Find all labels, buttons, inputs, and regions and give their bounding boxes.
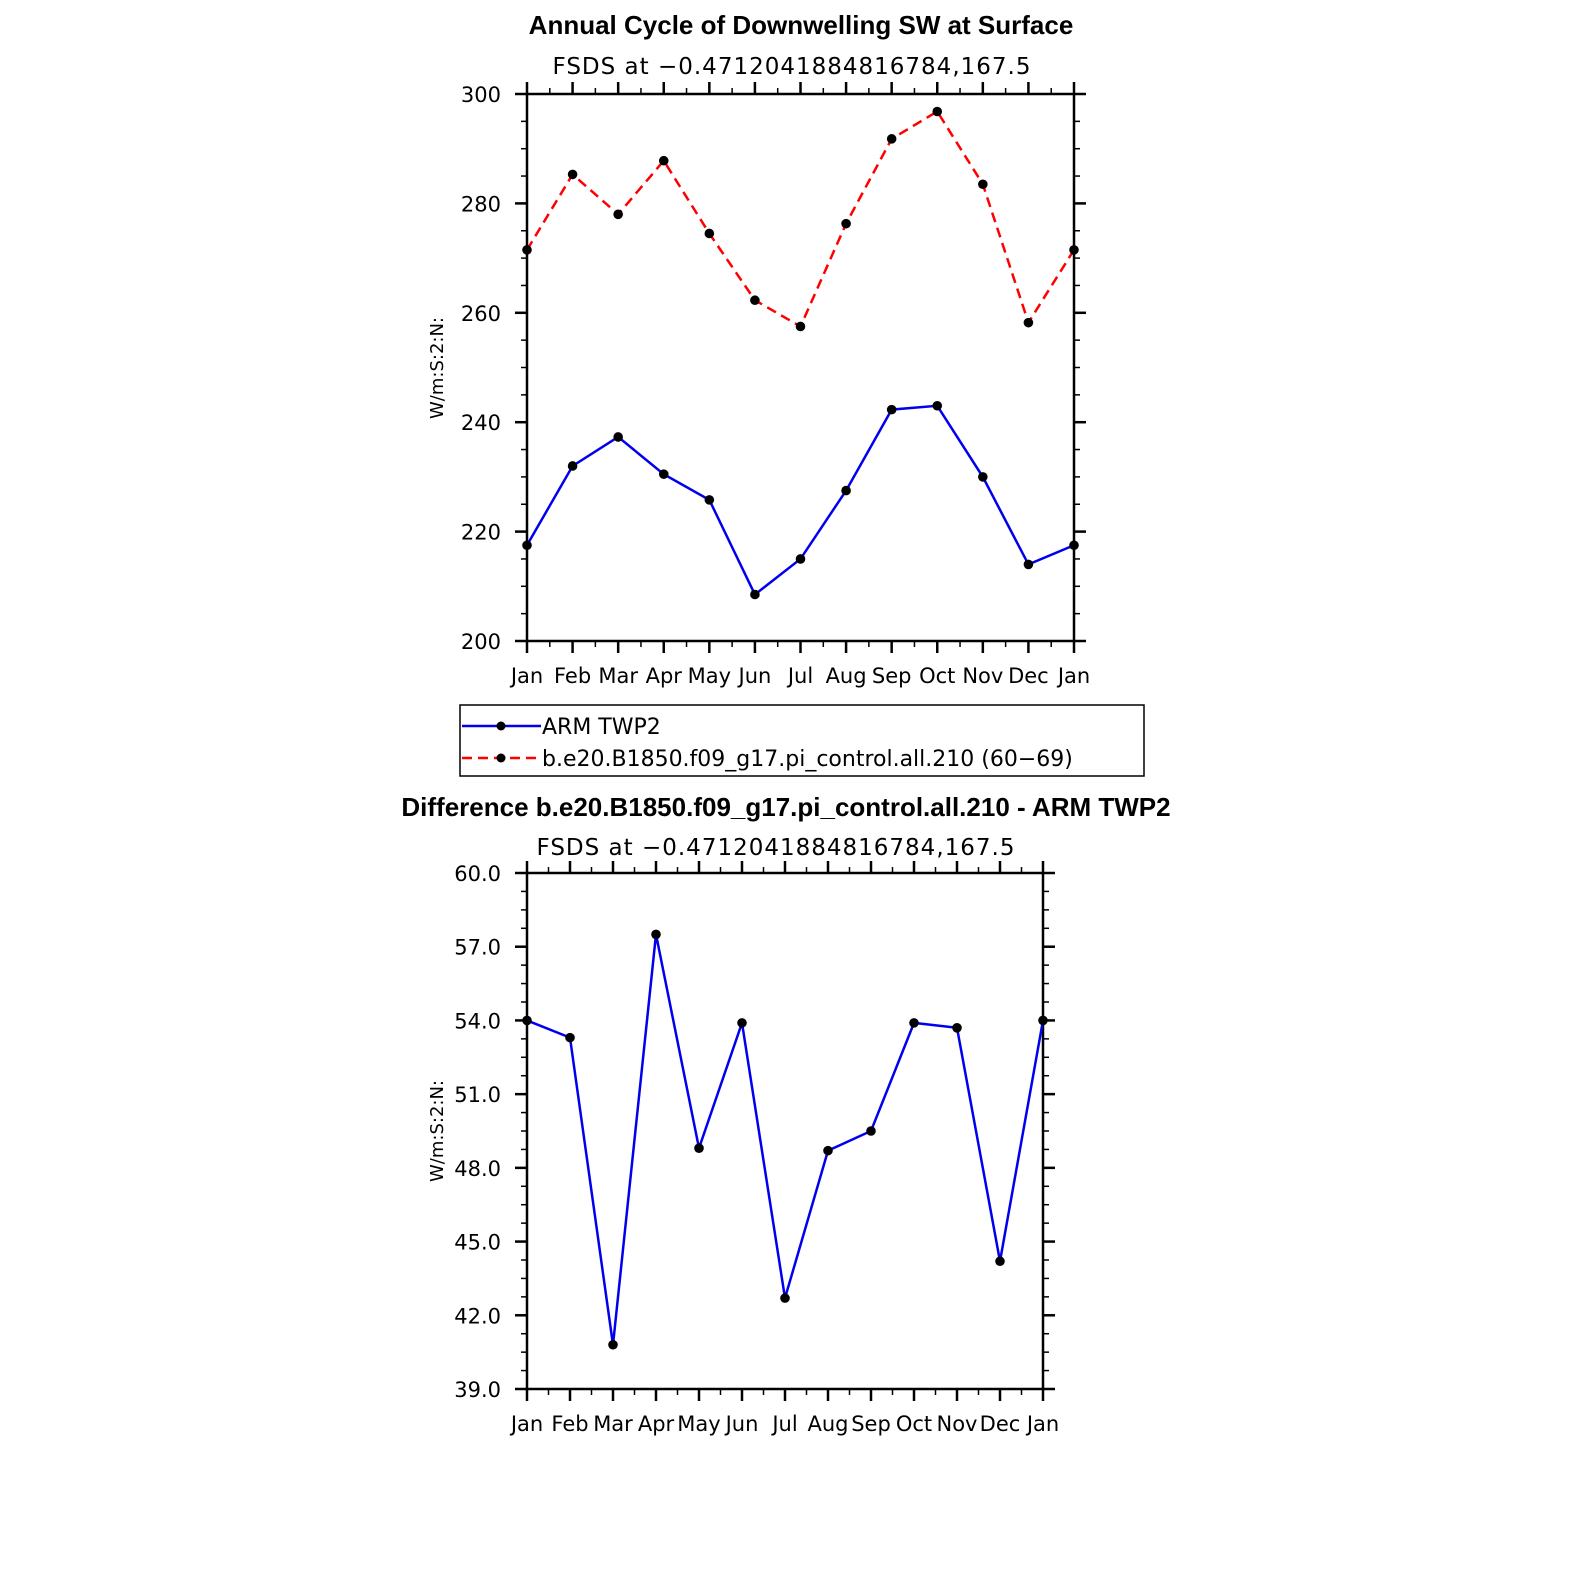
chart2-y-axis-label: W/m:S:2:N: (427, 1080, 448, 1182)
chart2-series-0-point (737, 1018, 747, 1028)
chart1-series-0-point (841, 485, 851, 496)
chart1-x-tick-label: Jun (737, 664, 772, 688)
chart1-series-0-point (978, 472, 988, 482)
chart1-series-1-point (886, 134, 897, 144)
chart2-x-tick-label: Mar (593, 1412, 633, 1436)
chart2-series-0-point (522, 1015, 532, 1026)
chart2-title: Difference b.e20.B1850.f09_g17.pi_contro… (401, 792, 1170, 822)
chart2-y-tick-label: 57.0 (454, 936, 501, 960)
chart2-series-0-point (995, 1256, 1005, 1267)
chart2-x-tick-label: Oct (896, 1412, 932, 1436)
chart1-series-1-point (932, 106, 943, 117)
annual-cycle-chart: Annual Cycle of Downwelling SW at Surfac… (427, 10, 1090, 688)
chart1-y-tick-label: 260 (461, 302, 501, 326)
chart2-subtitle: FSDS at −0.4712041884816784,167.5 (537, 835, 1016, 861)
legend-box (459, 704, 1145, 777)
chart1-series-1-line (525, 109, 1076, 329)
chart1-series-1-point (658, 155, 669, 166)
chart1-x-tick-label: Apr (646, 664, 683, 688)
chart1-series-0-point (1069, 540, 1079, 551)
chart2-y-tick-label: 39.0 (454, 1378, 501, 1402)
chart2-y-tick-label: 45.0 (454, 1231, 501, 1255)
chart2-x-tick-label: Dec (980, 1412, 1021, 1436)
legend-label-arm: ARM TWP2 (542, 715, 661, 740)
chart2-series-0-point (565, 1032, 575, 1043)
chart2-series-0-point (909, 1018, 919, 1028)
chart1-series-1-point (704, 228, 715, 239)
chart1-series-0-point (567, 461, 578, 471)
chart1-series-1-point (1023, 317, 1034, 328)
chart1-x-tick-label: Mar (598, 664, 638, 688)
chart1-x-tick-label: Jan (509, 664, 543, 688)
chart1-x-tick-label: Aug (826, 664, 867, 688)
chart1-series-1-point (567, 169, 578, 180)
chart1-x-tick-label: Sep (872, 664, 912, 688)
chart2-y-tick-label: 60.0 (454, 862, 501, 886)
chart1-series-1-point (978, 179, 988, 190)
chart1-series-1-point (795, 321, 806, 332)
chart2-x-tick-label: Jun (724, 1412, 759, 1436)
chart1-subtitle: FSDS at −0.4712041884816784,167.5 (553, 54, 1032, 80)
chart1-y-tick-label: 220 (461, 521, 501, 545)
chart2-x-tick-label: Sep (851, 1412, 891, 1436)
chart1-x-tick-label: Jan (1056, 664, 1090, 688)
difference-chart: Difference b.e20.B1850.f09_g17.pi_contro… (401, 792, 1170, 1436)
chart1-y-axis-label: W/m:S:2:N: (427, 317, 448, 419)
chart2-x-tick-label: Jan (509, 1412, 543, 1436)
chart2-x-tick-label: Nov (937, 1412, 978, 1436)
legend-label-model: b.e20.B1850.f09_g17.pi_control.all.210 (… (542, 747, 1073, 772)
chart2-x-tick-label: Apr (638, 1412, 675, 1436)
chart2-x-tick-label: Feb (551, 1412, 588, 1436)
chart2-x-tick-label: May (677, 1412, 720, 1436)
chart1-series-1-point (750, 295, 760, 306)
chart1-series-0-point (658, 469, 669, 479)
chart1-series-0-point (522, 540, 532, 551)
chart1-y-tick-label: 280 (461, 192, 501, 216)
legend-marker-arm (496, 721, 506, 731)
chart1-series-0-point (704, 495, 715, 505)
chart1-series-0-point (795, 554, 806, 564)
chart1-series-0-point (750, 589, 760, 600)
chart1-x-tick-label: May (688, 664, 731, 688)
chart2-series-0-line (526, 934, 1045, 1345)
chart2-y-tick-label: 42.0 (454, 1304, 501, 1328)
legend-marker-model (496, 753, 506, 763)
chart1-title: Annual Cycle of Downwelling SW at Surfac… (529, 10, 1074, 40)
chart2-y-tick-label: 54.0 (454, 1009, 501, 1033)
chart2-plot-frame (525, 871, 1045, 1391)
chart2-x-tick-label: Jan (1025, 1412, 1059, 1436)
chart2-series-0-point (1038, 1015, 1048, 1026)
chart1-series-1-point (613, 209, 623, 220)
chart2-x-tick-label: Aug (807, 1412, 848, 1436)
chart1-x-tick-label: Feb (554, 664, 591, 688)
chart1-series-0-point (886, 404, 897, 415)
chart1-series-1-point (1069, 245, 1079, 255)
chart1-x-tick-label: Dec (1008, 664, 1049, 688)
chart1-series-1-point (841, 218, 851, 229)
chart2-series-0-point (866, 1126, 876, 1136)
chart1-y-tick-label: 300 (461, 83, 501, 107)
chart2-series-0-point (823, 1145, 833, 1156)
chart2-y-tick-label: 51.0 (454, 1083, 501, 1107)
chart1-x-tick-label: Nov (962, 664, 1003, 688)
chart1-series-0-point (932, 400, 943, 411)
chart1-x-tick-label: Jul (786, 664, 813, 688)
chart2-series-0-point (952, 1023, 962, 1033)
chart2-x-tick-label: Jul (770, 1412, 797, 1436)
chart1-series-0-point (613, 432, 623, 442)
chart1-y-tick-label: 240 (461, 411, 501, 435)
chart1-legend: ARM TWP2 b.e20.B1850.f09_g17.pi_control.… (459, 704, 1145, 777)
chart1-series-0-point (1023, 559, 1034, 570)
chart2-y-tick-label: 48.0 (454, 1157, 501, 1181)
chart1-y-tick-label: 200 (461, 630, 501, 654)
chart1-series-1-point (522, 245, 532, 255)
chart2-series-0-point (780, 1293, 790, 1303)
chart1-x-tick-label: Oct (919, 664, 955, 688)
chart2-series-0-point (694, 1143, 704, 1153)
chart2-series-0-point (651, 929, 661, 940)
chart2-series-0-point (608, 1339, 618, 1350)
chart1-series-0-line (525, 404, 1075, 597)
